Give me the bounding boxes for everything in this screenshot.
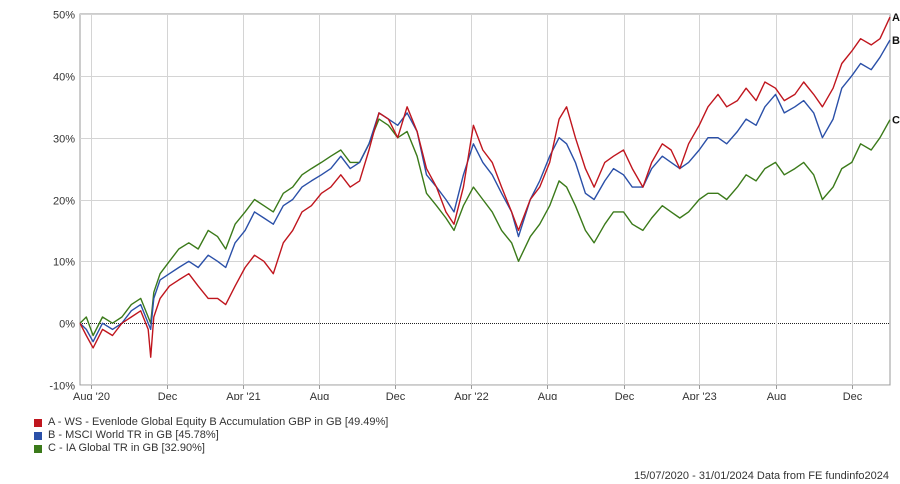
series-end-labels: AB C [892, 12, 900, 127]
y-tick-label: 0% [59, 319, 75, 331]
data-source-footer: 15/07/2020 - 31/01/2024 Data from FE fun… [633, 470, 889, 482]
legend-item-a: A - WS - Evenlode Global Equity B Accumu… [34, 416, 388, 429]
x-axis: Aug '20 Dec Apr '21 Aug Dec Apr '22 Aug Dec Apr … [73, 385, 863, 400]
legend-item-b: B - MSCI World TR in GB [45.78%] [34, 429, 388, 442]
series-end-label-c: C [892, 115, 900, 127]
legend-label-a: A - WS - Evenlode Global Equity B Accumu… [48, 416, 389, 428]
legend-swatch-b [34, 431, 42, 440]
plot-frame [79, 13, 891, 386]
y-tick-label: 30% [53, 134, 75, 146]
y-tick-label: 40% [53, 72, 75, 84]
series-end-label-b: B [892, 35, 900, 47]
legend-swatch-a [34, 418, 42, 427]
x-tick-label: Aug [767, 391, 787, 400]
legend-swatch-c [34, 444, 42, 453]
series-lines [79, 16, 891, 358]
x-tick-label: Apr '23 [682, 391, 717, 400]
x-tick-label: Dec [158, 391, 178, 400]
legend-label-b: B - MSCI World TR in GB [45.78%] [48, 429, 219, 441]
legend: A - WS - Evenlode Global Equity B Accumu… [34, 416, 388, 455]
x-tick-label: Aug '20 [73, 391, 110, 400]
x-tick-label: Dec [615, 391, 635, 400]
y-tick-label: 50% [53, 10, 75, 22]
performance-chart: -10%0%10%20%30%40%50% Aug '20 Dec Apr '21 A… [49, 10, 900, 401]
x-tick-label: Dec [386, 391, 406, 400]
legend-item-c: C - IA Global TR in GB [32.90%] [34, 442, 388, 455]
x-tick-label: Aug [538, 391, 558, 400]
x-tick-label: Aug [310, 391, 330, 400]
y-tick-label: 20% [53, 196, 75, 208]
series-end-label-a: A [892, 12, 900, 24]
chart-grid [79, 13, 891, 386]
y-axis: -10% 0% 10% 20% 30% 40% 50% [49, 10, 75, 393]
y-tick-label: -10% [49, 381, 75, 393]
x-tick-label: Apr '22 [454, 391, 489, 400]
y-tick-label: 10% [53, 257, 75, 269]
x-tick-label: Dec [843, 391, 863, 400]
series-line-a [79, 16, 891, 358]
series-line-b [79, 39, 891, 343]
series-line-c [79, 118, 891, 337]
x-tick-label: Apr '21 [226, 391, 261, 400]
legend-label-c: C - IA Global TR in GB [32.90%] [48, 442, 205, 454]
